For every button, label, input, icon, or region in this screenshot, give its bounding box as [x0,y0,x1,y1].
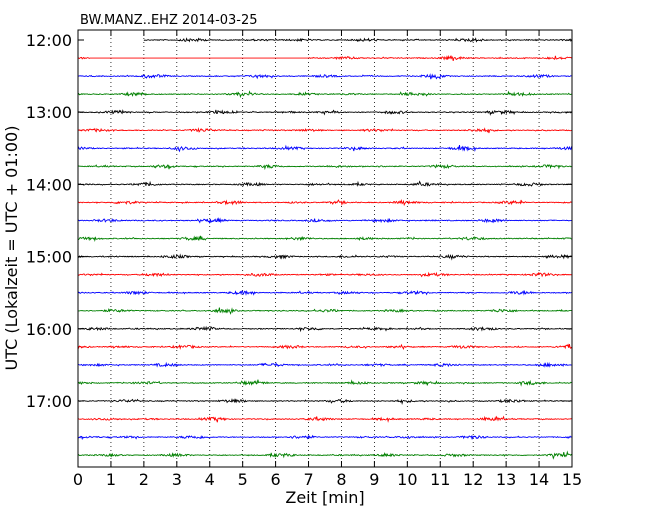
x-tick-label: 14 [529,470,549,489]
vertical-grid [110,30,540,467]
trace-1745 [77,450,572,460]
x-tick-label: 1 [106,470,116,489]
y-tick-label: 15:00 [26,248,72,267]
trace-1545 [77,307,572,315]
x-tick-label: 8 [336,470,346,489]
y-tick-label: 16:00 [26,320,72,339]
x-axis-label: Zeit [min] [285,488,364,507]
x-tick-label: 12 [463,470,483,489]
trace-1215 [77,54,572,61]
trace-1330 [77,144,572,153]
trace-lines [77,37,573,460]
y-axis-label: UTC (Lokalzeit = UTC + 01:00) [2,126,21,371]
trace-1615 [77,343,572,350]
trace-1315 [77,127,572,134]
x-tick-label: 7 [303,470,313,489]
trace-1345 [77,163,572,171]
x-tick-label: 6 [271,470,281,489]
x-tick-label: 13 [496,470,516,489]
chart-title: BW.MANZ..EHZ 2014-03-25 [80,13,258,28]
trace-1300 [77,109,572,116]
trace-1730 [77,434,572,441]
x-tick-label: 5 [238,470,248,489]
y-axis-ticks: 12:00 13:00 14:00 15:00 16:00 17:00 [26,31,572,411]
y-tick-label: 17:00 [26,392,72,411]
y-tick-label: 12:00 [26,31,72,50]
plot-frame [77,29,573,468]
trace-1630 [77,361,572,368]
trace-1400 [77,180,572,188]
x-tick-label: 2 [139,470,149,489]
trace-1700 [77,398,572,405]
trace-1430 [77,217,572,224]
trace-1445 [77,235,572,243]
x-tick-label: 3 [172,470,182,489]
x-axis-ticks: 0 1 2 3 4 5 6 7 8 9 10 11 12 13 14 15 [73,30,582,489]
x-tick-label: 4 [205,470,215,489]
trace-1600 [77,325,572,333]
x-tick-label: 0 [73,470,83,489]
trace-1200 [143,37,573,43]
x-tick-label: 10 [397,470,417,489]
y-tick-label: 14:00 [26,175,72,194]
x-tick-label: 11 [430,470,450,489]
trace-1515 [77,271,572,278]
trace-1245 [77,90,572,99]
trace-1415 [77,198,572,207]
trace-1230 [77,73,572,80]
trace-1530 [77,289,572,296]
y-tick-label: 13:00 [26,103,72,122]
trace-1715 [77,415,572,423]
trace-1645 [77,379,572,387]
x-tick-label: 9 [369,470,379,489]
trace-1500 [77,253,572,261]
x-tick-label: 15 [562,470,582,489]
